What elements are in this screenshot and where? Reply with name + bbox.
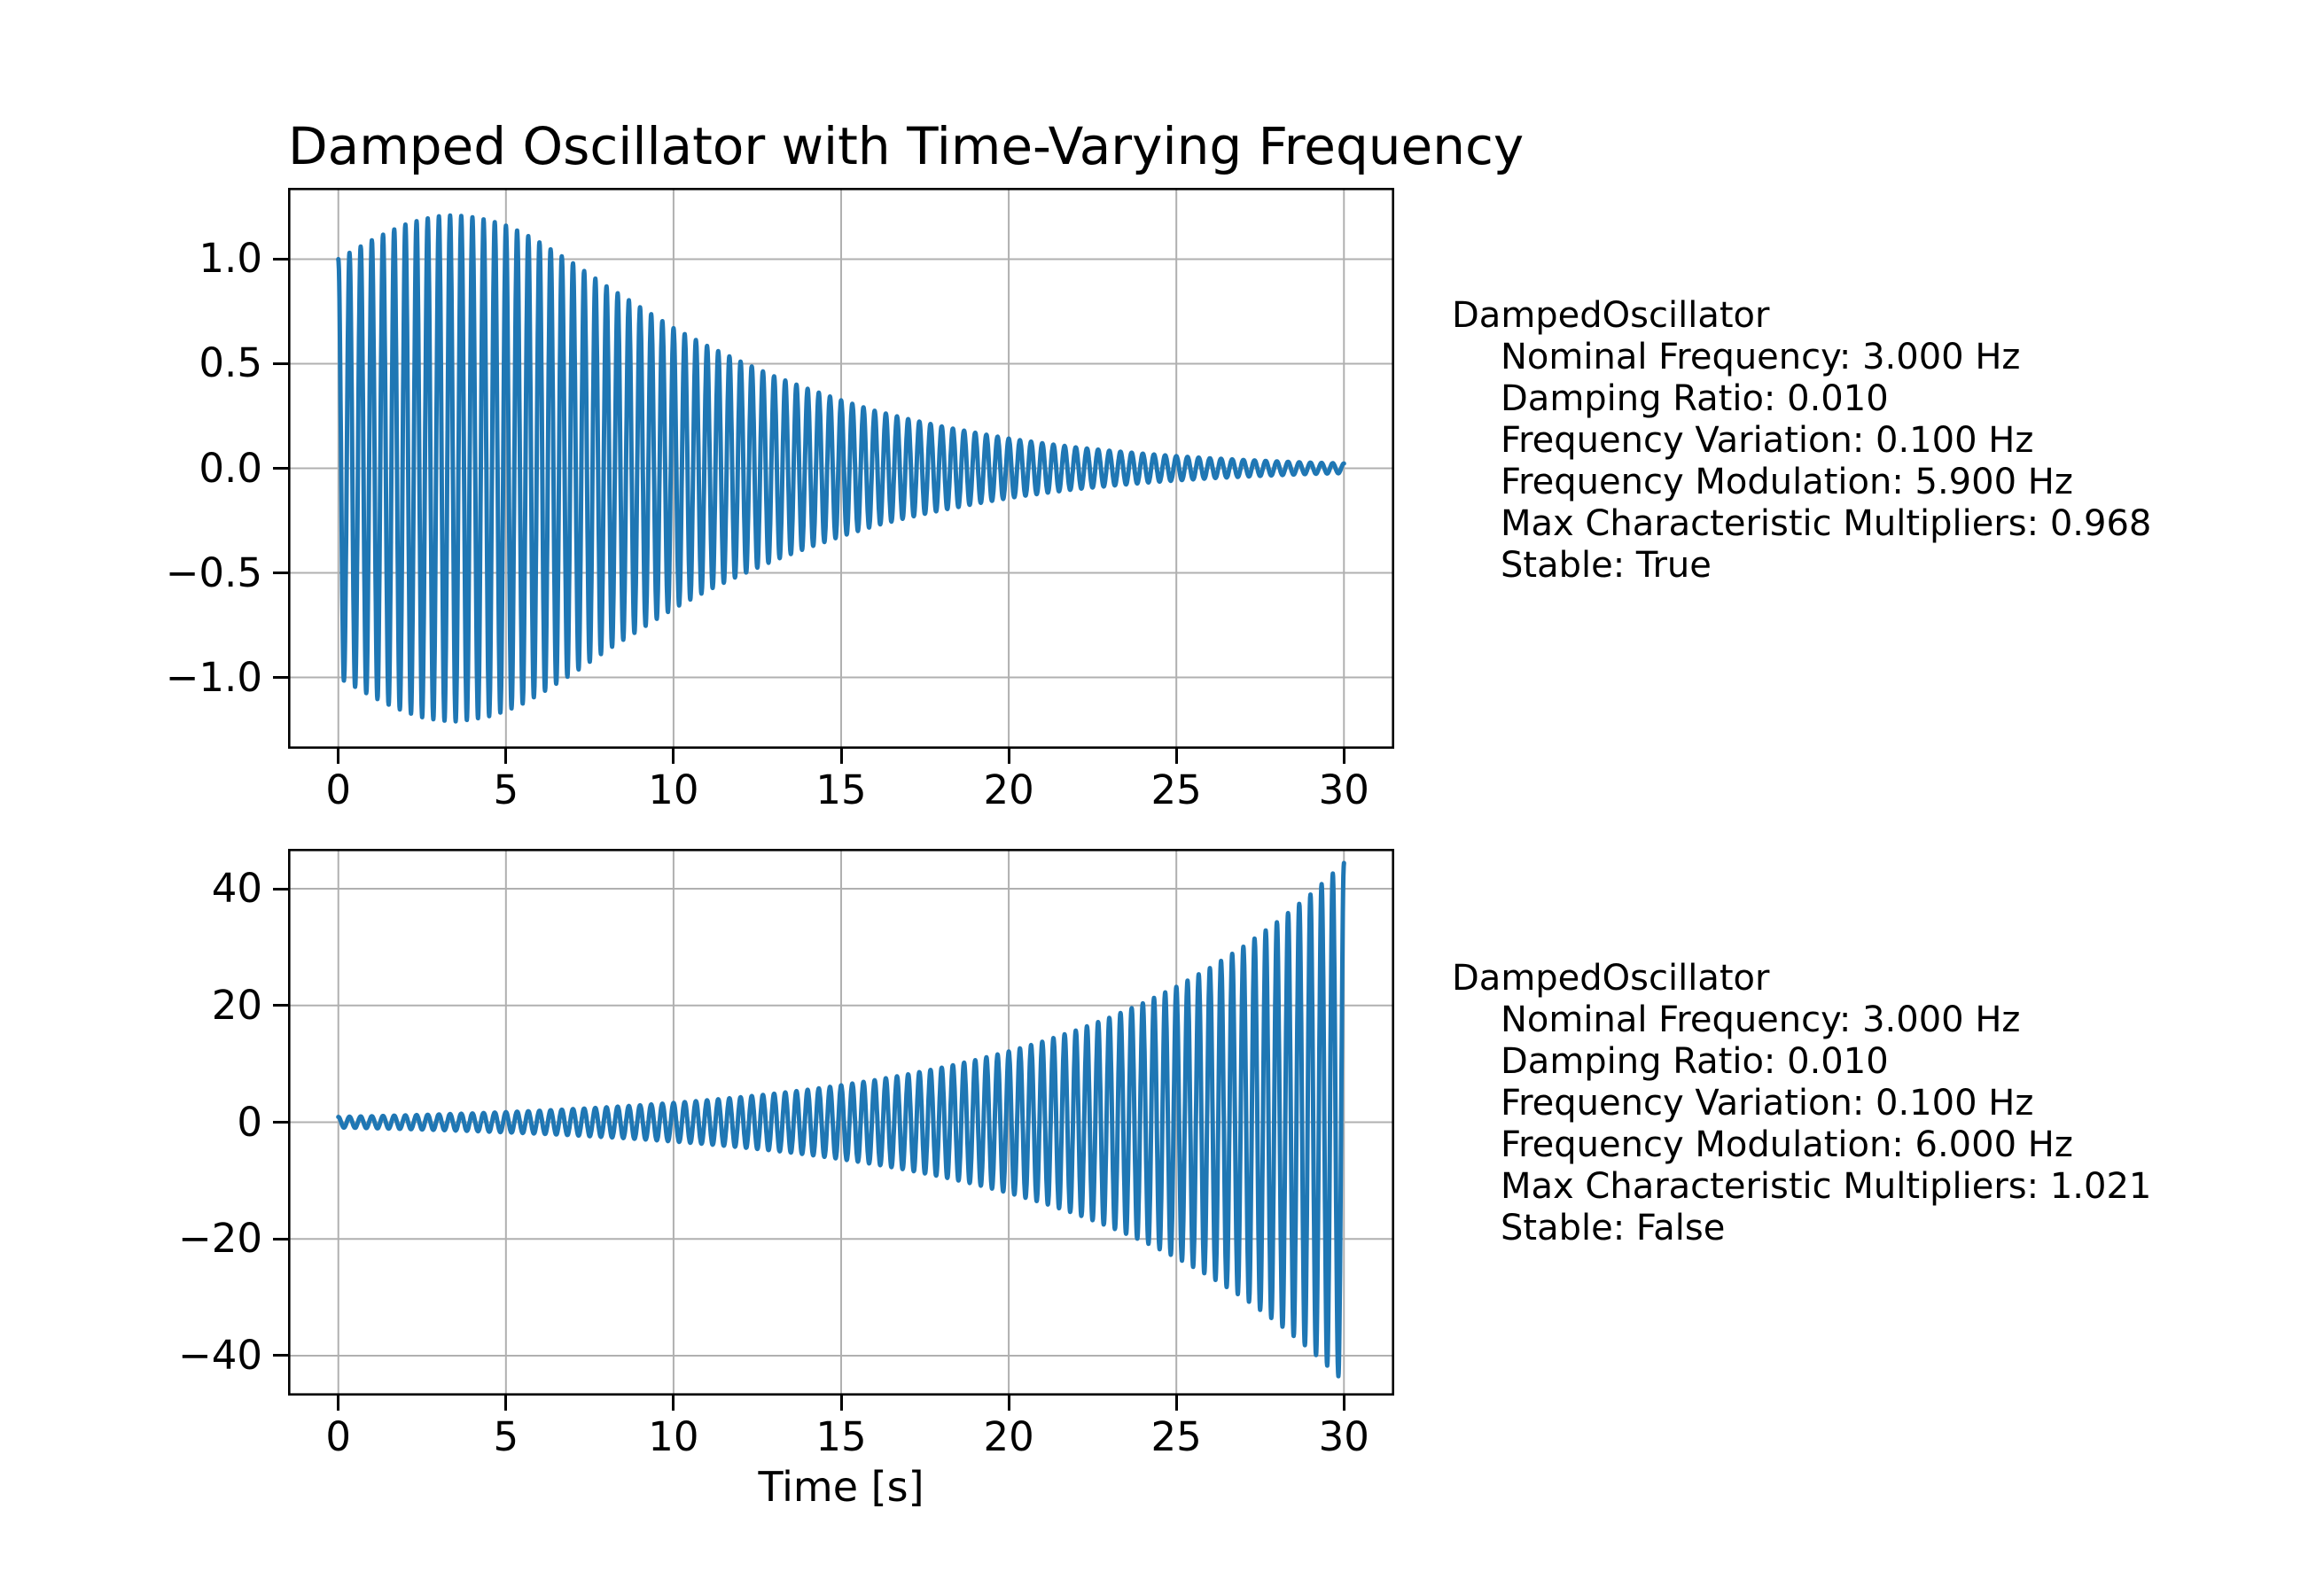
signal-line xyxy=(336,860,1346,1379)
annotation-line: Stable: True xyxy=(1501,545,1712,586)
x-tick xyxy=(1342,749,1345,764)
annotation-line: DampedOscillator xyxy=(1452,958,1770,999)
x-tick xyxy=(1007,749,1010,764)
annotation-line: DampedOscillator xyxy=(1452,295,1770,336)
y-tick xyxy=(273,467,288,470)
x-tick xyxy=(1342,1396,1345,1411)
top-axes xyxy=(288,188,1394,749)
x-tick-label: 0 xyxy=(325,1413,352,1460)
x-tick xyxy=(1007,1396,1010,1411)
annotation-line: Stable: False xyxy=(1501,1208,1726,1248)
bottom-axes xyxy=(288,849,1394,1396)
x-tick xyxy=(1174,749,1178,764)
x-tick-label: 25 xyxy=(1150,766,1202,813)
y-tick xyxy=(273,887,288,890)
y-tick-label: −0.5 xyxy=(165,548,262,596)
x-tick-label: 10 xyxy=(648,766,699,813)
annotation-line: Frequency Modulation: 6.000 Hz xyxy=(1501,1124,2073,1165)
y-tick-label: 0 xyxy=(237,1098,262,1146)
x-tick-label: 30 xyxy=(1318,766,1369,813)
y-tick-label: −20 xyxy=(178,1215,262,1263)
y-tick xyxy=(273,1354,288,1357)
bottom-annotation: DampedOscillator Nominal Frequency: 3.00… xyxy=(1452,958,2151,1249)
y-tick xyxy=(273,257,288,261)
annotation-line: Damping Ratio: 0.010 xyxy=(1501,1041,1889,1082)
x-tick-label: 15 xyxy=(815,1413,867,1460)
annotation-line: Nominal Frequency: 3.000 Hz xyxy=(1501,999,2021,1040)
x-tick-label: 25 xyxy=(1150,1413,1202,1460)
y-tick xyxy=(273,572,288,574)
annotation-line: Damping Ratio: 0.010 xyxy=(1501,378,1889,419)
x-tick-label: 20 xyxy=(983,1413,1034,1460)
y-tick-label: 40 xyxy=(211,865,262,913)
x-tick-label: 15 xyxy=(815,766,867,813)
annotation-line: Frequency Variation: 0.100 Hz xyxy=(1501,420,2034,461)
axes-frame xyxy=(288,188,1394,749)
x-tick xyxy=(337,1396,340,1411)
plot-area xyxy=(288,849,1394,1396)
x-tick-label: 10 xyxy=(648,1413,699,1460)
y-tick xyxy=(273,1121,288,1124)
x-tick xyxy=(672,749,675,764)
y-tick xyxy=(273,676,288,680)
top-annotation: DampedOscillator Nominal Frequency: 3.00… xyxy=(1452,295,2151,587)
x-tick-label: 0 xyxy=(325,766,352,813)
annotation-line: Nominal Frequency: 3.000 Hz xyxy=(1501,337,2021,377)
x-axis-label: Time [s] xyxy=(758,1463,924,1511)
annotation-line: Max Characteristic Multipliers: 0.968 xyxy=(1501,503,2152,544)
chart-title: Damped Oscillator with Time-Varying Freq… xyxy=(288,116,1525,176)
y-tick-label: 1.0 xyxy=(199,235,262,283)
y-tick-label: 0.5 xyxy=(199,339,262,387)
y-tick xyxy=(273,1237,288,1240)
annotation-line: Frequency Modulation: 5.900 Hz xyxy=(1501,462,2073,502)
x-tick-label: 20 xyxy=(983,766,1034,813)
y-tick-label: −40 xyxy=(178,1331,262,1379)
signal-line xyxy=(336,213,1346,724)
annotation-line: Frequency Variation: 0.100 Hz xyxy=(1501,1083,2034,1124)
x-tick xyxy=(1174,1396,1178,1411)
y-tick xyxy=(273,1004,288,1007)
x-tick xyxy=(839,1396,843,1411)
y-tick-label: 20 xyxy=(211,981,262,1029)
annotation-line: Max Characteristic Multipliers: 1.021 xyxy=(1501,1166,2152,1207)
x-tick xyxy=(504,749,508,764)
x-tick xyxy=(504,1396,508,1411)
x-tick xyxy=(672,1396,675,1411)
x-tick xyxy=(839,749,843,764)
x-tick xyxy=(337,749,340,764)
axes-frame xyxy=(288,849,1394,1396)
x-tick-label: 5 xyxy=(493,766,519,813)
x-tick-label: 30 xyxy=(1318,1413,1369,1460)
x-tick-label: 5 xyxy=(493,1413,519,1460)
plot-area xyxy=(288,188,1394,749)
y-tick-label: 0.0 xyxy=(199,444,262,492)
y-tick xyxy=(273,362,288,365)
y-tick-label: −1.0 xyxy=(165,653,262,701)
